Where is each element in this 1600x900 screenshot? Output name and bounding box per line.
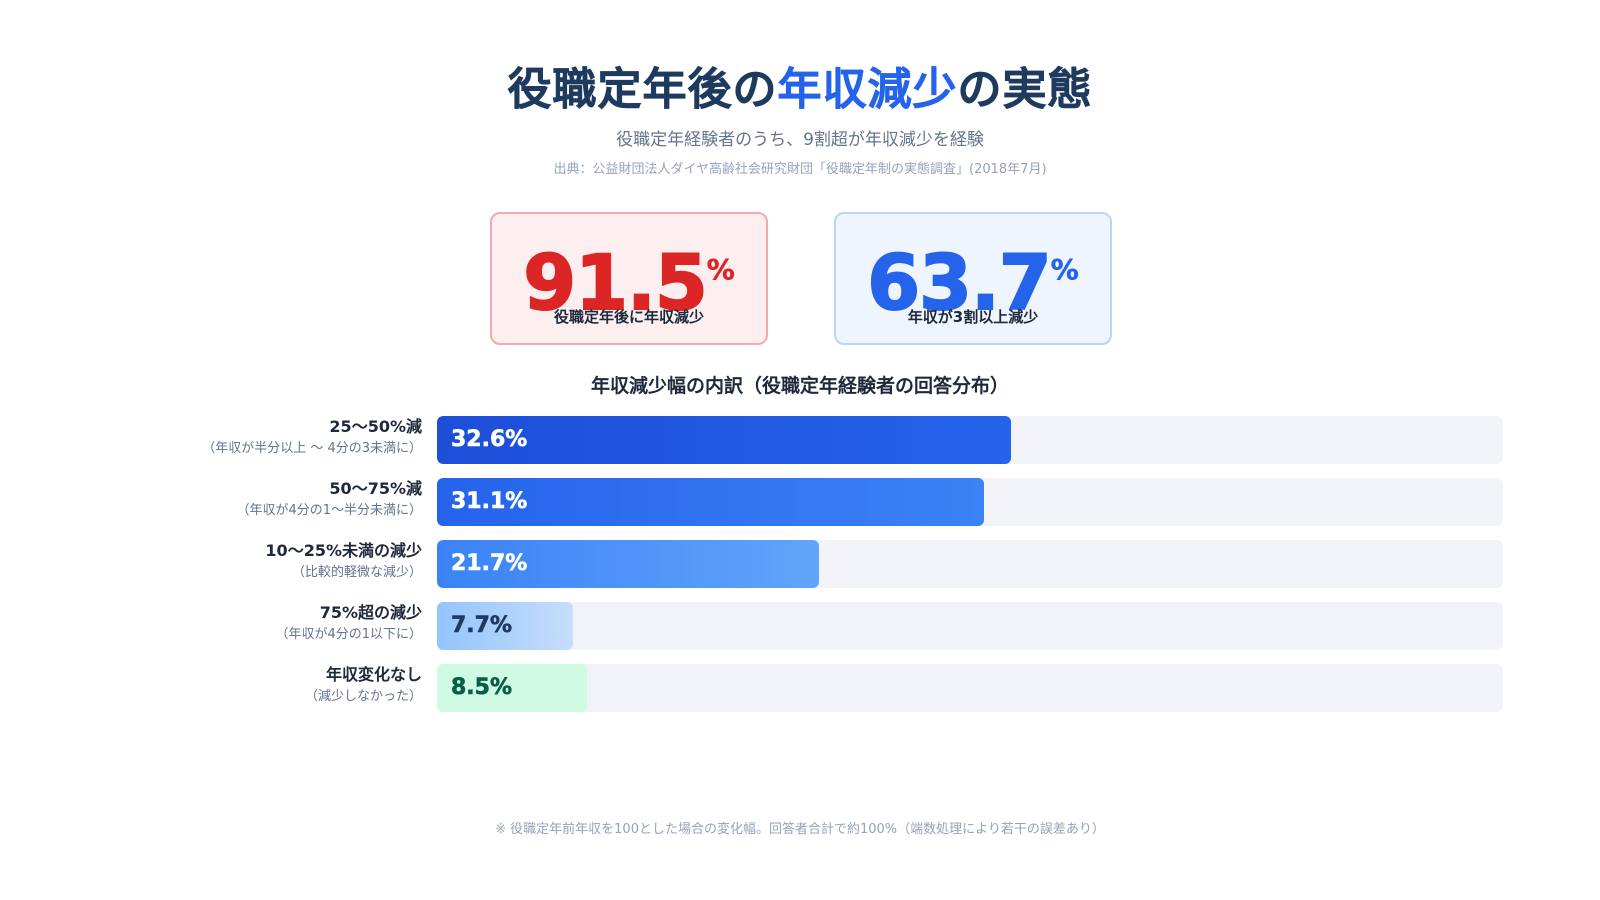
category-sublabel: （年収が半分以上 〜 4分の3未満に）	[202, 441, 422, 456]
category-name: 年収変化なし	[325, 665, 422, 684]
chart-row: 25〜50%減 （年収が半分以上 〜 4分の3未満に） 32.6%	[0, 416, 1600, 464]
category-label: 10〜25%未満の減少 （比較的軽微な減少）	[265, 539, 422, 583]
footnote: ※ 役職定年前年収を100とした場合の変化幅。回答者合計で約100%（端数処理に…	[495, 822, 1105, 837]
category-name: 10〜25%未満の減少	[265, 541, 422, 560]
chart-row: 50〜75%減 （年収が4分の1〜半分未満に） 31.1%	[0, 478, 1600, 526]
category-label: 年収変化なし （減少しなかった）	[305, 663, 422, 707]
bar-value-label: 31.1%	[451, 489, 528, 515]
category-name: 50〜75%減	[329, 479, 422, 498]
bar-value-label: 32.6%	[451, 427, 528, 453]
kpi-unit: %	[1050, 253, 1079, 287]
bar-value-label: 8.5%	[451, 675, 513, 701]
page-title: 役職定年後の年収減少の実態	[0, 62, 1600, 118]
bar-track: 21.7%	[437, 540, 1503, 588]
kpi-caption: 年収が3割以上減少	[907, 308, 1039, 326]
bar-track: 32.6%	[437, 416, 1503, 464]
bar: 32.6%	[437, 416, 1011, 464]
category-name: 75%超の減少	[319, 603, 422, 622]
bar-track: 8.5%	[437, 664, 1503, 712]
bar: 7.7%	[437, 602, 573, 650]
title-accent: 年収減少	[777, 64, 958, 116]
subtitle: 役職定年経験者のうち、9割超が年収減少を経験	[616, 130, 984, 150]
chart-row: 10〜25%未満の減少 （比較的軽微な減少） 21.7%	[0, 540, 1600, 588]
chart-row: 75%超の減少 （年収が4分の1以下に） 7.7%	[0, 602, 1600, 650]
source-note: 出典：公益財団法人ダイヤ高齢社会研究財団「役職定年制の実態調査」(2018年7月…	[553, 162, 1047, 177]
kpi-value-container: 63.7%	[836, 228, 1110, 327]
chart-title: 年収減少幅の内訳（役職定年経験者の回答分布）	[590, 375, 1009, 397]
bar-track: 7.7%	[437, 602, 1503, 650]
bar: 21.7%	[437, 540, 819, 588]
kpi-value: 63.7	[866, 238, 1053, 327]
category-label: 25〜50%減 （年収が半分以上 〜 4分の3未満に）	[202, 415, 422, 459]
category-sublabel: （年収が4分の1〜半分未満に）	[236, 503, 422, 518]
bar-value-label: 21.7%	[451, 551, 528, 577]
kpi-unit: %	[706, 253, 735, 287]
kpi-value-container: 91.5%	[492, 228, 766, 327]
category-sublabel: （比較的軽微な減少）	[291, 565, 422, 580]
title-part2: の実態	[957, 64, 1093, 116]
category-sublabel: （年収が4分の1以下に）	[275, 627, 422, 642]
bar: 8.5%	[437, 664, 587, 712]
kpi-card-income-decrease: 91.5% 役職定年後に年収減少	[490, 212, 768, 345]
bar-value-label: 7.7%	[451, 613, 513, 639]
category-sublabel: （減少しなかった）	[304, 689, 422, 704]
category-label: 75%超の減少 （年収が4分の1以下に）	[275, 601, 422, 645]
bar: 31.1%	[437, 478, 984, 526]
kpi-caption: 役職定年後に年収減少	[553, 308, 704, 326]
title-part1: 役職定年後の	[507, 64, 778, 116]
kpi-card-30pct-decrease: 63.7% 年収が3割以上減少	[834, 212, 1112, 345]
category-label: 50〜75%減 （年収が4分の1〜半分未満に）	[236, 477, 422, 521]
bar-track: 31.1%	[437, 478, 1503, 526]
chart-row: 年収変化なし （減少しなかった） 8.5%	[0, 664, 1600, 712]
kpi-value: 91.5	[522, 238, 709, 327]
category-name: 25〜50%減	[329, 417, 422, 436]
